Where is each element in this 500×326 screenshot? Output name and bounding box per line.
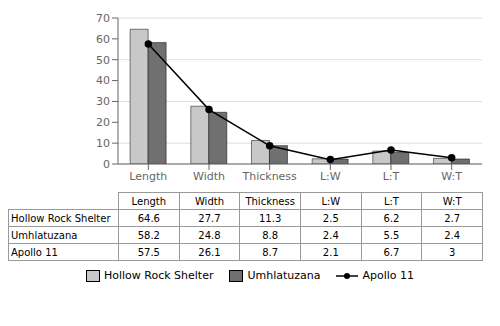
html-text:Apollo 11: Apollo 11 [11, 246, 58, 258]
html-text:8.7: 8.7 [262, 246, 279, 258]
html-text:L:W: L:W [321, 195, 341, 207]
svg-text:70: 70 [96, 12, 110, 25]
svg-text:L:W: L:W [320, 170, 341, 183]
html-text:Hollow Rock Shelter: Hollow Rock Shelter [11, 212, 111, 224]
html-text:2.5: 2.5 [322, 212, 339, 224]
svg-text:40: 40 [96, 74, 110, 87]
html-text:Hollow Rock Shelter: Hollow Rock Shelter [103, 269, 214, 282]
html-text:26.1: 26.1 [198, 246, 221, 258]
html-text:57.5: 57.5 [137, 246, 160, 258]
html-text:8.8: 8.8 [262, 229, 279, 241]
svg-text:0: 0 [103, 158, 110, 171]
html-text:Width: Width [195, 195, 224, 207]
html-text:3: 3 [448, 246, 456, 258]
svg-text:Thickness: Thickness [241, 170, 297, 183]
svg-text:20: 20 [96, 116, 110, 129]
html-text:58.2: 58.2 [137, 229, 160, 241]
html-text:2.4: 2.4 [322, 229, 339, 241]
html-text:Umhlatuzana: Umhlatuzana [11, 229, 78, 241]
html-text:Umhlatuzana: Umhlatuzana [247, 269, 321, 282]
svg-text:Length: Length [129, 170, 167, 183]
svg-text:Width: Width [193, 170, 225, 183]
html-text:Apollo 11: Apollo 11 [362, 269, 415, 282]
html-text:24.8: 24.8 [198, 229, 221, 241]
html-text:2.7: 2.7 [444, 212, 461, 224]
html-text:5.5: 5.5 [383, 229, 400, 241]
html-text:2.1: 2.1 [322, 246, 339, 258]
html-text:6.7: 6.7 [383, 246, 400, 258]
html-text:11.3: 11.3 [259, 212, 282, 224]
svg-text:50: 50 [96, 54, 110, 67]
html-text:L:T: L:T [383, 195, 399, 207]
html-text:27.7: 27.7 [198, 212, 221, 224]
html-text:2.4: 2.4 [444, 229, 461, 241]
html-text:Thickness: Thickness [245, 195, 295, 207]
html-text:Length: Length [131, 195, 167, 207]
svg-text:10: 10 [96, 137, 110, 150]
html-text:64.6: 64.6 [137, 212, 160, 224]
svg-text:L:T: L:T [383, 170, 400, 183]
html-text:6.2: 6.2 [383, 212, 400, 224]
svg-text:W:T: W:T [441, 170, 462, 183]
html-text:W:T: W:T [442, 195, 462, 207]
svg-text:60: 60 [96, 33, 110, 46]
svg-text:30: 30 [96, 95, 110, 108]
